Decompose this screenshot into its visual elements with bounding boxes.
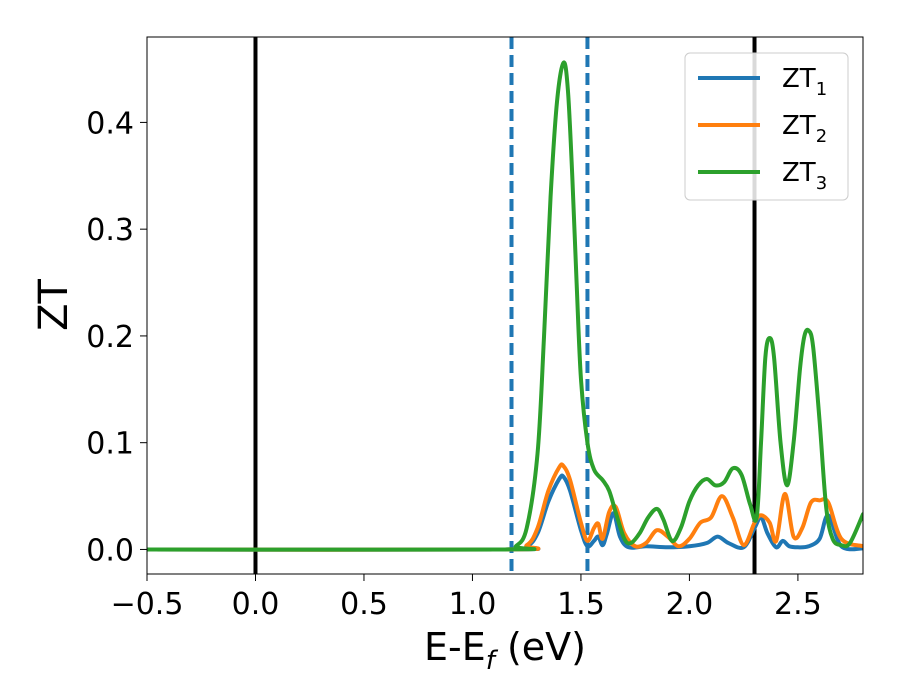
- series-line-zt2: [147, 462, 863, 552]
- x-tick-label: 0.5: [340, 587, 388, 622]
- plot-frame: [146, 36, 864, 575]
- y-tick-label: 0.2: [86, 320, 134, 355]
- x-tick-label: 2.0: [666, 587, 714, 622]
- x-tick-label: −0.5: [111, 587, 184, 622]
- y-tick-label: 0.4: [86, 106, 134, 141]
- y-axis-title: ZT: [31, 279, 77, 331]
- x-axis: −0.5 0.0 0.5 1.0 1.5 2.0 2.5: [111, 574, 822, 622]
- x-tick-label: 1.5: [557, 587, 605, 622]
- legend-label-zt3: ZT3: [782, 158, 827, 194]
- legend-label-zt1: ZT1: [782, 64, 827, 100]
- series-layer: [147, 60, 863, 552]
- legend-label-zt2: ZT2: [782, 111, 827, 147]
- y-axis: 0.0 0.1 0.2 0.3 0.4: [86, 106, 147, 568]
- legend-box: [684, 52, 849, 201]
- y-tick-label: 0.1: [86, 427, 134, 462]
- x-axis-title: E-Ef (eV): [424, 625, 586, 676]
- x-tick-label: 2.5: [774, 587, 822, 622]
- y-tick-label: 0.3: [86, 213, 134, 248]
- y-tick-label: 0.0: [86, 533, 134, 568]
- x-tick-label: 1.0: [449, 587, 497, 622]
- x-tick-label: 0.0: [232, 587, 280, 622]
- series-line-zt3: [147, 60, 863, 552]
- legend: ZT1 ZT2 ZT3: [684, 52, 849, 201]
